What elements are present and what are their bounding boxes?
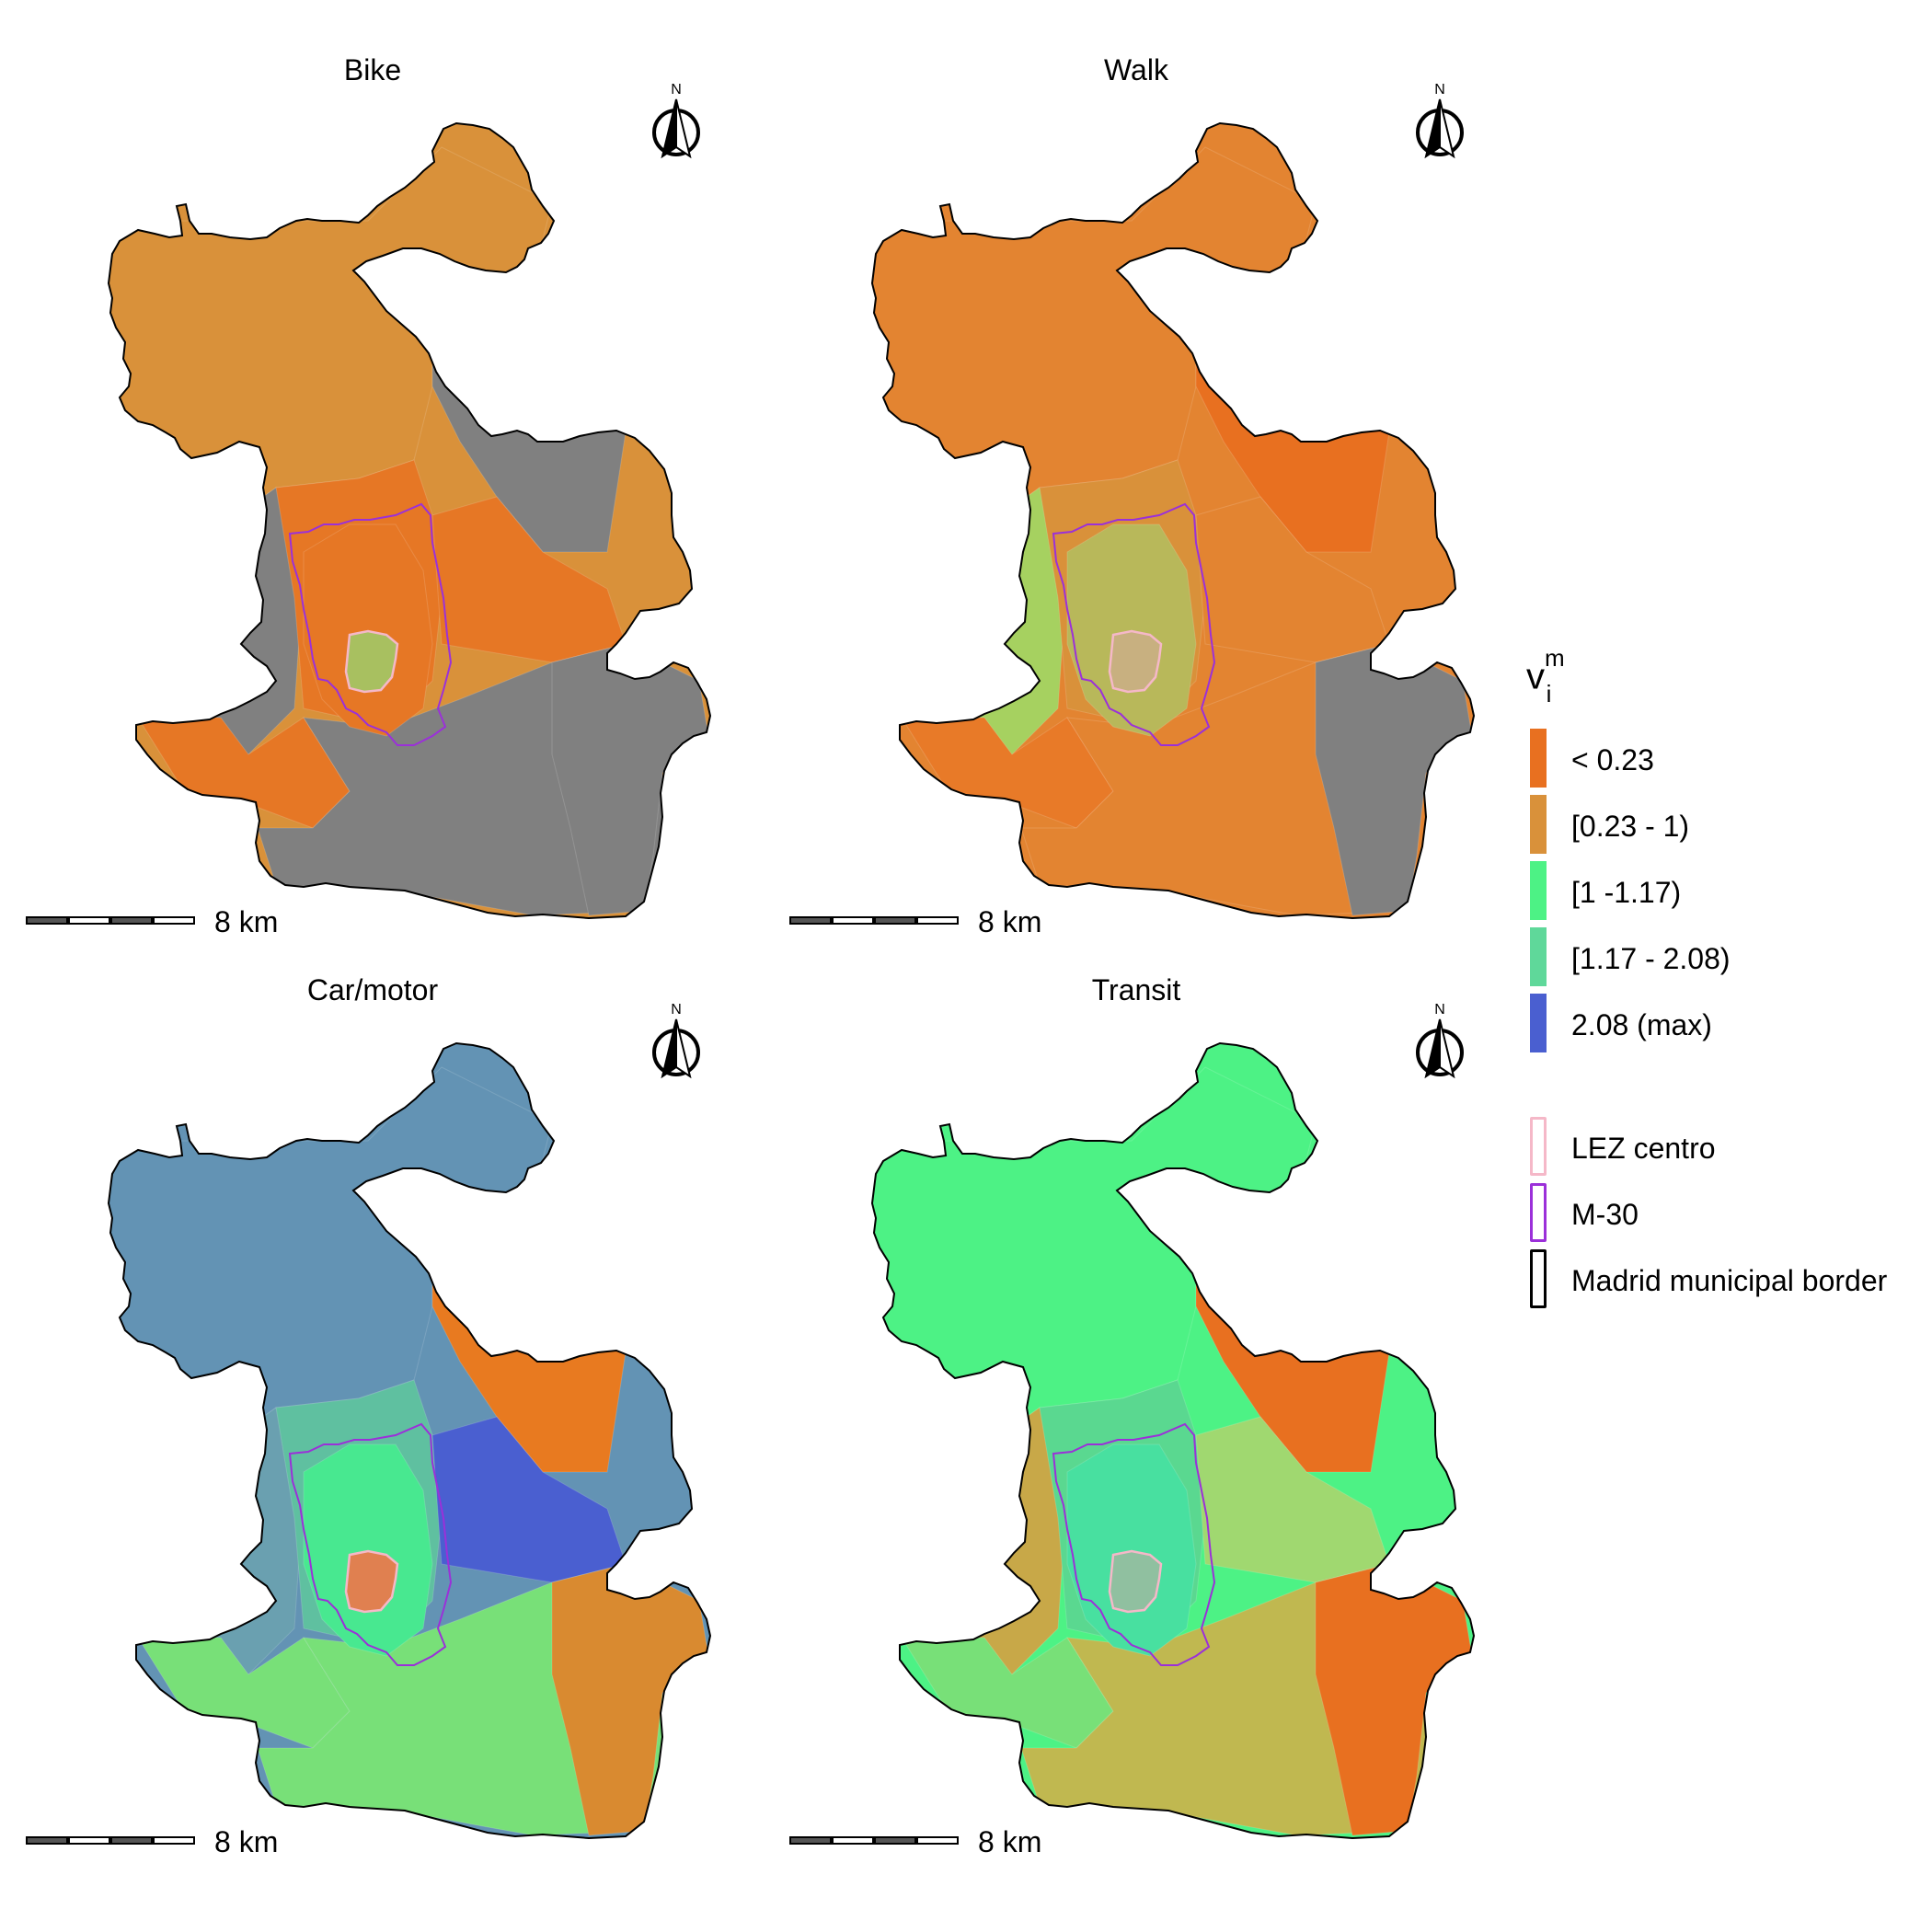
- legend-item-m30: M-30: [1530, 1183, 1926, 1242]
- north-arrow-right: [675, 98, 692, 159]
- legend-swatch: [1530, 729, 1547, 788]
- legend-item: [1.17 - 2.08): [1530, 927, 1926, 986]
- legend-item: [0.23 - 1): [1530, 795, 1926, 854]
- m30-boundary: [1052, 502, 1216, 746]
- municipal-border: [870, 1041, 1476, 1840]
- madrid-map: [107, 1041, 712, 1840]
- zone-se: [1315, 643, 1473, 916]
- zones-group: [109, 123, 710, 918]
- north-arrow-left: [1424, 1018, 1441, 1079]
- madrid-map: [107, 121, 712, 920]
- north-label: N: [1434, 1002, 1445, 1018]
- legend-label: [0.23 - 1): [1571, 810, 1690, 843]
- legend-label: Madrid municipal border: [1571, 1264, 1888, 1297]
- legend-swatch: [1530, 795, 1547, 854]
- north-arrow-icon: N: [1416, 82, 1464, 159]
- zone-w: [119, 487, 305, 755]
- map-panel-walk: Walk N 8 km: [764, 0, 1527, 938]
- zone-se: [551, 1563, 709, 1836]
- panel-title: Bike: [343, 53, 402, 86]
- legend-outline: [1530, 1249, 1547, 1308]
- zone-w: [882, 1407, 1068, 1675]
- north-arrow-icon: N: [652, 82, 700, 159]
- legend-outline: [1530, 1117, 1547, 1176]
- zones-group: [109, 1043, 710, 1838]
- zone-lez-fill: [346, 631, 397, 692]
- map-panel-transit: Transit N 8 km: [764, 920, 1527, 1858]
- zones-group: [872, 123, 1474, 918]
- legend-item: 2.08 (max): [1530, 994, 1926, 1052]
- zone-lez-fill: [346, 1551, 397, 1612]
- zone-w: [882, 487, 1068, 755]
- north-arrow-right: [1439, 1018, 1455, 1079]
- lez-boundary: [344, 1549, 399, 1614]
- panel-title: Transit: [1091, 973, 1181, 1006]
- lez-boundary: [1108, 629, 1163, 694]
- zone-se: [1315, 1563, 1473, 1836]
- north-arrow-icon: N: [652, 1002, 700, 1079]
- scale-label: 8 km: [978, 905, 1042, 938]
- north-label: N: [1434, 82, 1445, 98]
- m30-boundary: [288, 502, 453, 746]
- m30-boundary: [288, 1422, 453, 1666]
- map-panel-bike: Bike N 8 km: [0, 0, 764, 938]
- scale-label: 8 km: [214, 905, 279, 938]
- zone-e: [1195, 496, 1390, 663]
- legend-swatch: [1530, 994, 1547, 1052]
- north-arrow-icon: N: [1416, 1002, 1464, 1079]
- legend-item: < 0.23: [1530, 729, 1926, 788]
- zone-e: [431, 1416, 627, 1583]
- legend-item-lez: LEZ centro: [1530, 1117, 1926, 1176]
- north-arrow-left: [661, 98, 677, 159]
- legend-label: 2.08 (max): [1571, 1008, 1712, 1041]
- zone-lez-fill: [1110, 1551, 1161, 1612]
- legend-label: < 0.23: [1571, 743, 1654, 776]
- scale-label: 8 km: [214, 1825, 279, 1858]
- zone-e: [1195, 1416, 1390, 1583]
- lez-boundary: [344, 629, 399, 694]
- lez-boundary: [1108, 1549, 1163, 1614]
- north-arrow-right: [1439, 98, 1455, 159]
- legend-title: vmi: [1526, 644, 1565, 708]
- zone-e: [431, 496, 627, 663]
- municipal-border: [107, 121, 712, 920]
- panel-title: Car/motor: [306, 973, 439, 1006]
- madrid-map: [870, 1041, 1476, 1840]
- municipal-border: [870, 121, 1476, 920]
- zone-w: [119, 1407, 305, 1675]
- legend-outline: [1530, 1183, 1547, 1242]
- legend-label: [1 -1.17): [1571, 876, 1682, 909]
- north-label: N: [671, 1002, 682, 1018]
- zone-lez-fill: [1110, 631, 1161, 692]
- legend-label: LEZ centro: [1571, 1132, 1716, 1165]
- legend-label: [1.17 - 2.08): [1571, 942, 1731, 975]
- north-label: N: [671, 82, 682, 98]
- legend-label: M-30: [1571, 1198, 1639, 1231]
- scale-label: 8 km: [978, 1825, 1042, 1858]
- madrid-map: [870, 121, 1476, 920]
- zone-se: [551, 643, 709, 916]
- municipal-border: [107, 1041, 712, 1840]
- legend-swatch: [1530, 861, 1547, 920]
- north-arrow-left: [661, 1018, 677, 1079]
- panel-title: Walk: [1104, 53, 1168, 86]
- legend-swatch: [1530, 927, 1547, 986]
- map-panel-car-motor: Car/motor N 8 km: [0, 920, 764, 1858]
- north-arrow-right: [675, 1018, 692, 1079]
- m30-boundary: [1052, 1422, 1216, 1666]
- zones-group: [872, 1043, 1474, 1838]
- north-arrow-left: [1424, 98, 1441, 159]
- legend-item: [1 -1.17): [1530, 861, 1926, 920]
- legend-item-border: Madrid municipal border: [1530, 1249, 1926, 1308]
